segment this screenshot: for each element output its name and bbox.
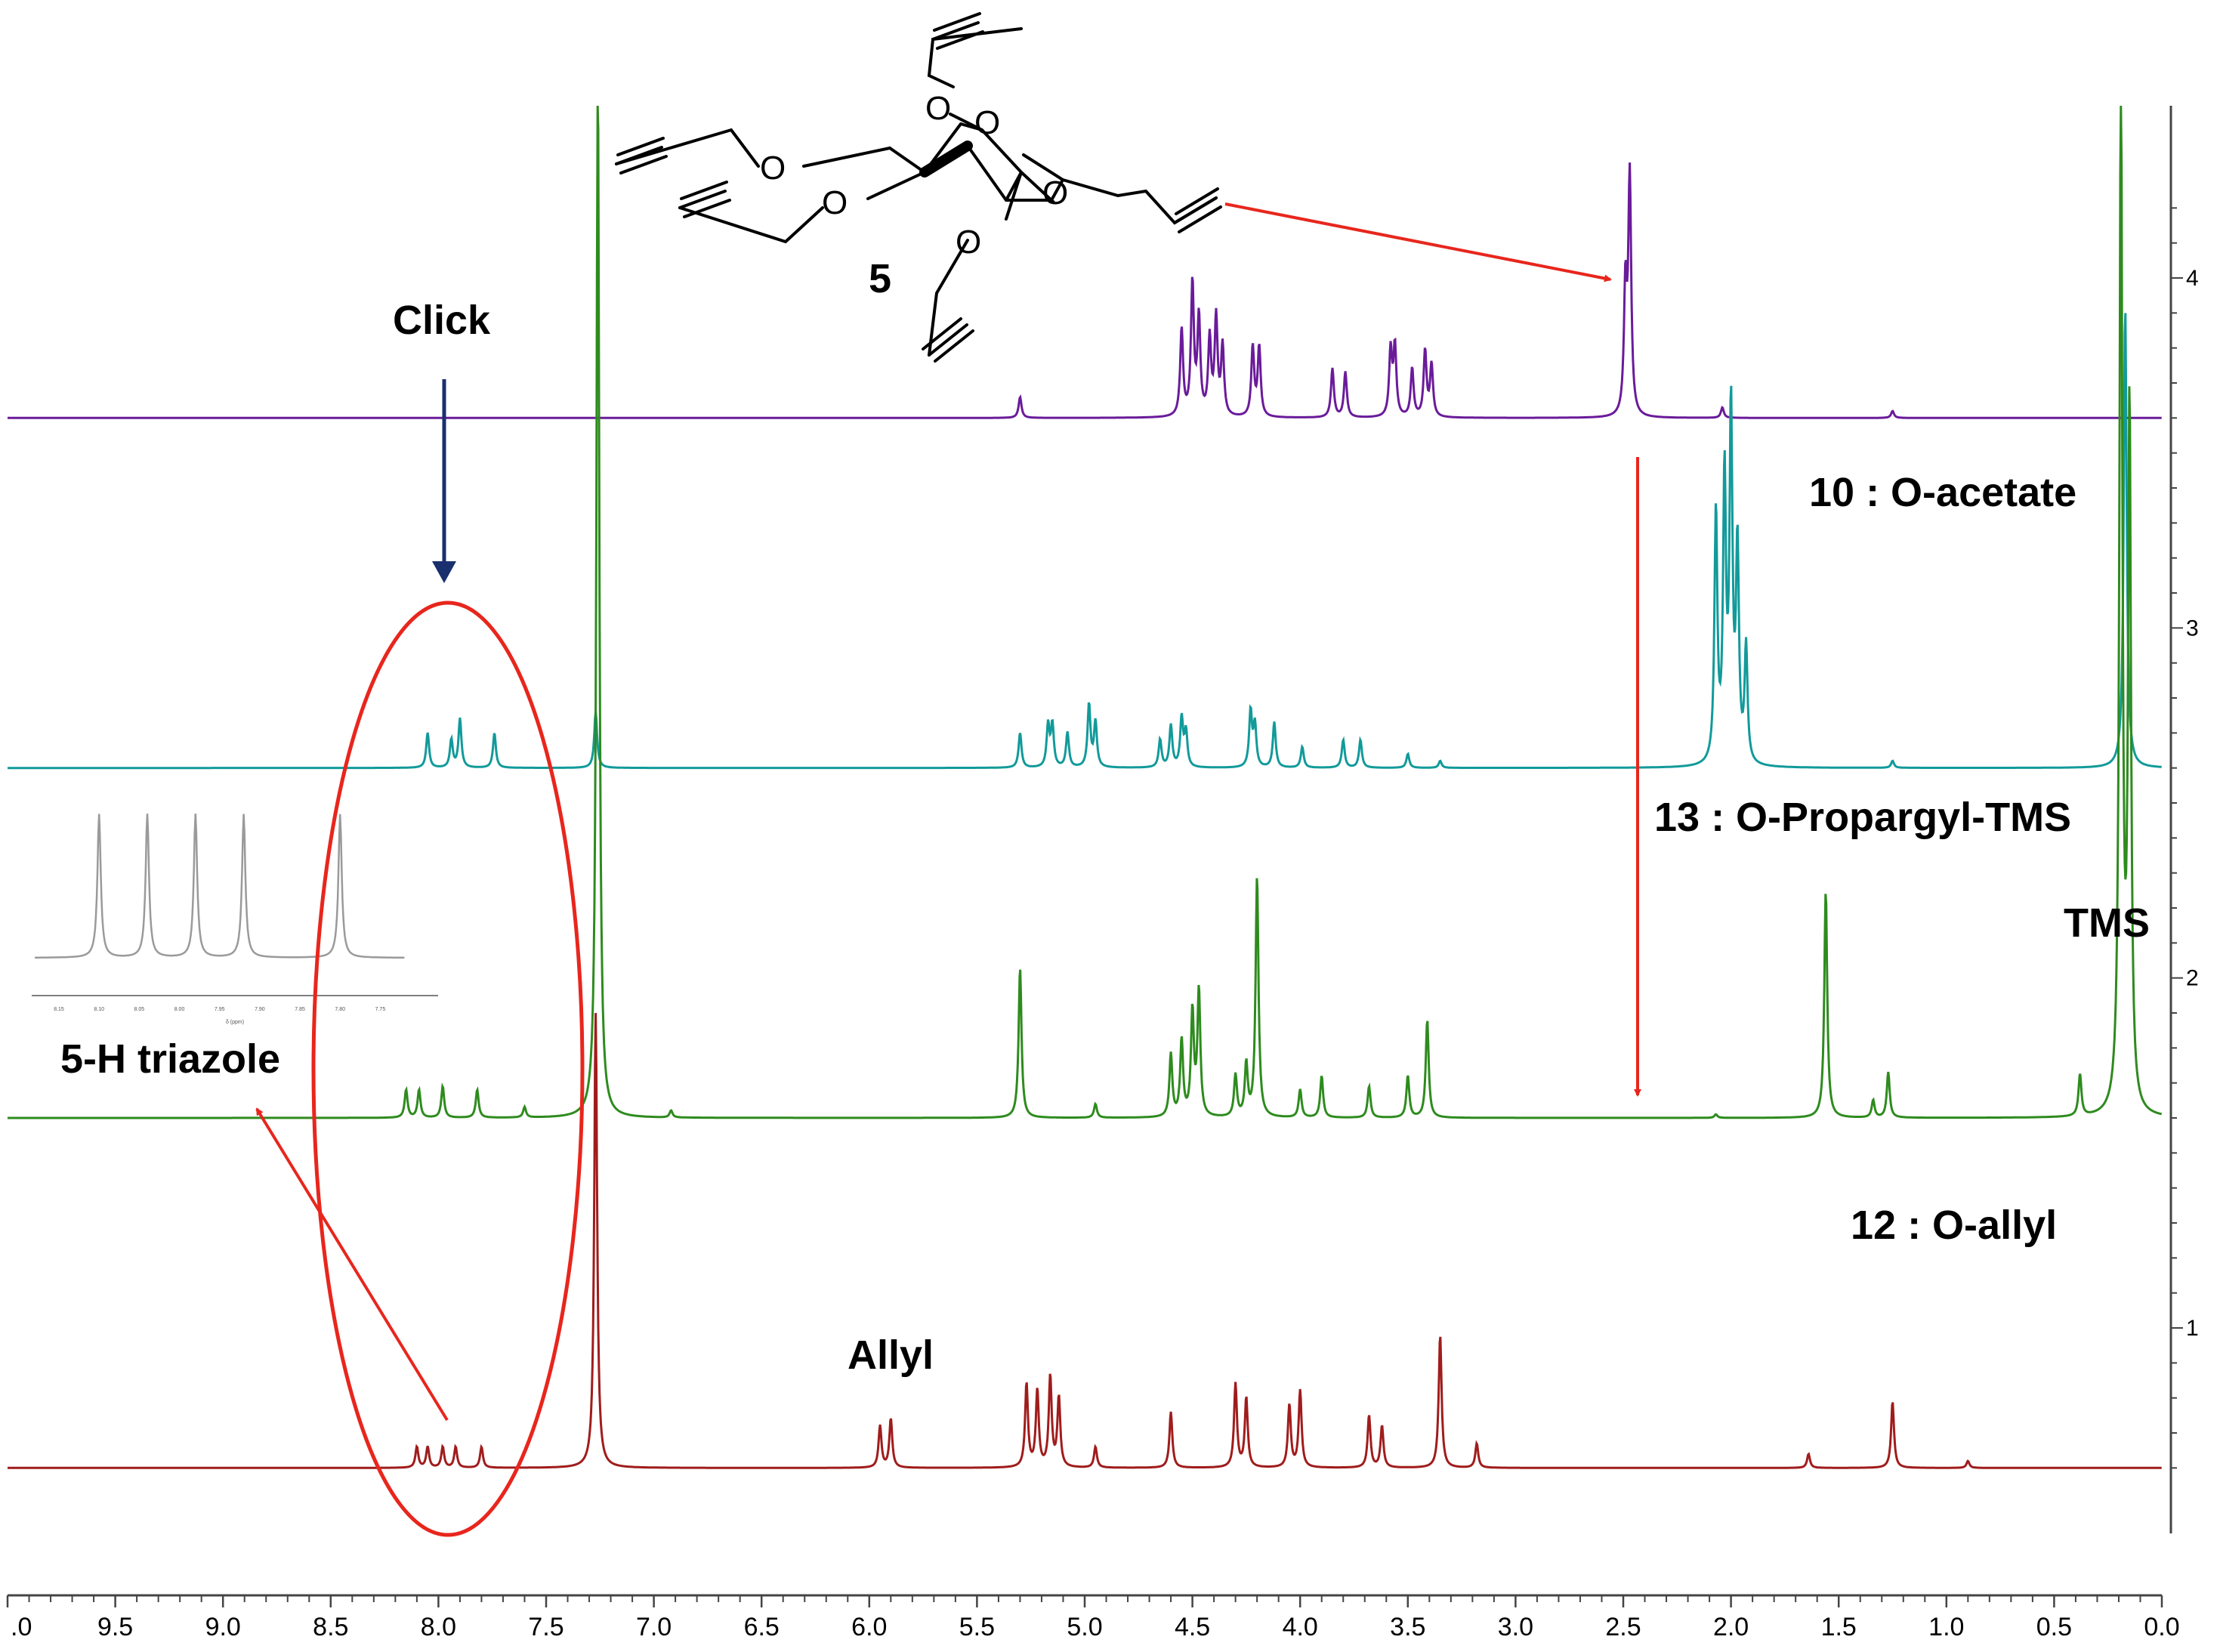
oxygen-3: O: [822, 184, 848, 221]
spectrum-trace-2: [8, 313, 2162, 770]
inset-tick-label: 8.15: [54, 1007, 64, 1012]
y-tick-label: 3: [2186, 616, 2199, 641]
inset-tick-label: 8.05: [134, 1007, 145, 1012]
x-tick-label: 8.0: [421, 1613, 456, 1641]
x-tick-label: 1.5: [1821, 1613, 1857, 1641]
x-tick-group: .0 9.5 9.0 8.5 8.0 7.5 7.0 6.5 6.0 5.5 5.0 4.5 4.0 3.…: [6, 1595, 2180, 1641]
inset-tick-label: 8.10: [94, 1007, 104, 1012]
x-tick-label: .0: [11, 1613, 32, 1641]
y-tick-group: 4 3 2 1: [2171, 207, 2199, 1469]
acetate-label: 10 : O-acetate: [1809, 470, 2076, 515]
propargyl-label: 13 : O-Propargyl-TMS: [1654, 795, 2071, 840]
tms-label: TMS: [2064, 900, 2150, 946]
x-tick-label: 5.5: [959, 1613, 995, 1641]
click-label: Click: [393, 298, 491, 343]
triazole-label: 5-H triazole: [60, 1036, 280, 1082]
x-tick-label: 2.0: [1713, 1613, 1749, 1641]
inset-tick-group: 8.15 8.10 8.05 8.00 7.95 7.90 7.85 7.80 7.75: [54, 1007, 385, 1012]
ring-bold-wedge: [919, 140, 973, 178]
oxygen-2: O: [956, 224, 981, 261]
x-tick-label: 8.5: [313, 1613, 348, 1641]
x-tick-label: 7.0: [636, 1613, 672, 1641]
x-tick-label: 3.0: [1498, 1613, 1533, 1641]
allyl-compound-label: 12 : O-allyl: [1851, 1203, 2057, 1248]
inset-tick-label: 8.00: [174, 1007, 185, 1012]
x-tick-label: 1.0: [1928, 1613, 1964, 1641]
spectrum-trace-3: [8, 105, 2163, 1119]
x-tick-label: 6.5: [744, 1613, 780, 1641]
x-tick-label: 6.0: [851, 1613, 887, 1641]
inset-x-label: δ (ppm): [226, 1020, 244, 1025]
inset-tick-label: 7.85: [295, 1007, 305, 1012]
x-tick-label: 3.5: [1390, 1613, 1425, 1641]
inset-tick-label: 7.90: [255, 1007, 265, 1012]
x-tick-label: 4.0: [1283, 1613, 1318, 1641]
x-tick-label: 2.5: [1605, 1613, 1641, 1641]
spectrum-trace-1: [8, 162, 2162, 419]
allyl-label: Allyl: [848, 1332, 934, 1378]
molecule-structure: O O O O O O: [615, 12, 1222, 363]
oxygen-6: O: [925, 90, 951, 127]
y-tick-label: 4: [2186, 266, 2199, 291]
alkyne-arrow: [1224, 202, 1612, 283]
inset-tick-label: 7.75: [375, 1007, 386, 1012]
click-arrowhead: [432, 561, 456, 583]
oxygen-1: O: [1042, 174, 1068, 212]
oxygen-4: O: [760, 150, 786, 187]
alkyne-triple-bonds: [615, 12, 1222, 363]
x-tick-label: 0.0: [2144, 1613, 2179, 1641]
inset-tick-label: 7.80: [335, 1007, 345, 1012]
spectrum-trace-4: [8, 1012, 2162, 1469]
x-tick-label: 5.0: [1067, 1613, 1102, 1641]
ring-oxygen: O: [974, 104, 1000, 141]
y-tick-label: 1: [2186, 1316, 2199, 1341]
substituent-bonds: [615, 27, 1218, 357]
spectra-group: [8, 105, 2163, 1469]
x-tick-label: 4.5: [1175, 1613, 1210, 1641]
x-tick-label: 9.0: [205, 1613, 241, 1641]
triazole-arrow: [255, 1107, 449, 1422]
x-tick-label: 7.5: [528, 1613, 563, 1641]
inset-trace: [35, 814, 405, 959]
y-tick-label: 2: [2186, 966, 2199, 991]
x-tick-label: 9.5: [97, 1613, 133, 1641]
inset-zoom-spectrum: 8.15 8.10 8.05 8.00 7.95 7.90 7.85 7.80 7.75 δ (…: [32, 814, 438, 1025]
inset-tick-label: 7.95: [215, 1007, 225, 1012]
compound-number: 5: [869, 256, 891, 301]
x-tick-label: 0.5: [2036, 1613, 2072, 1641]
triazole-ellipse: [311, 601, 585, 1537]
